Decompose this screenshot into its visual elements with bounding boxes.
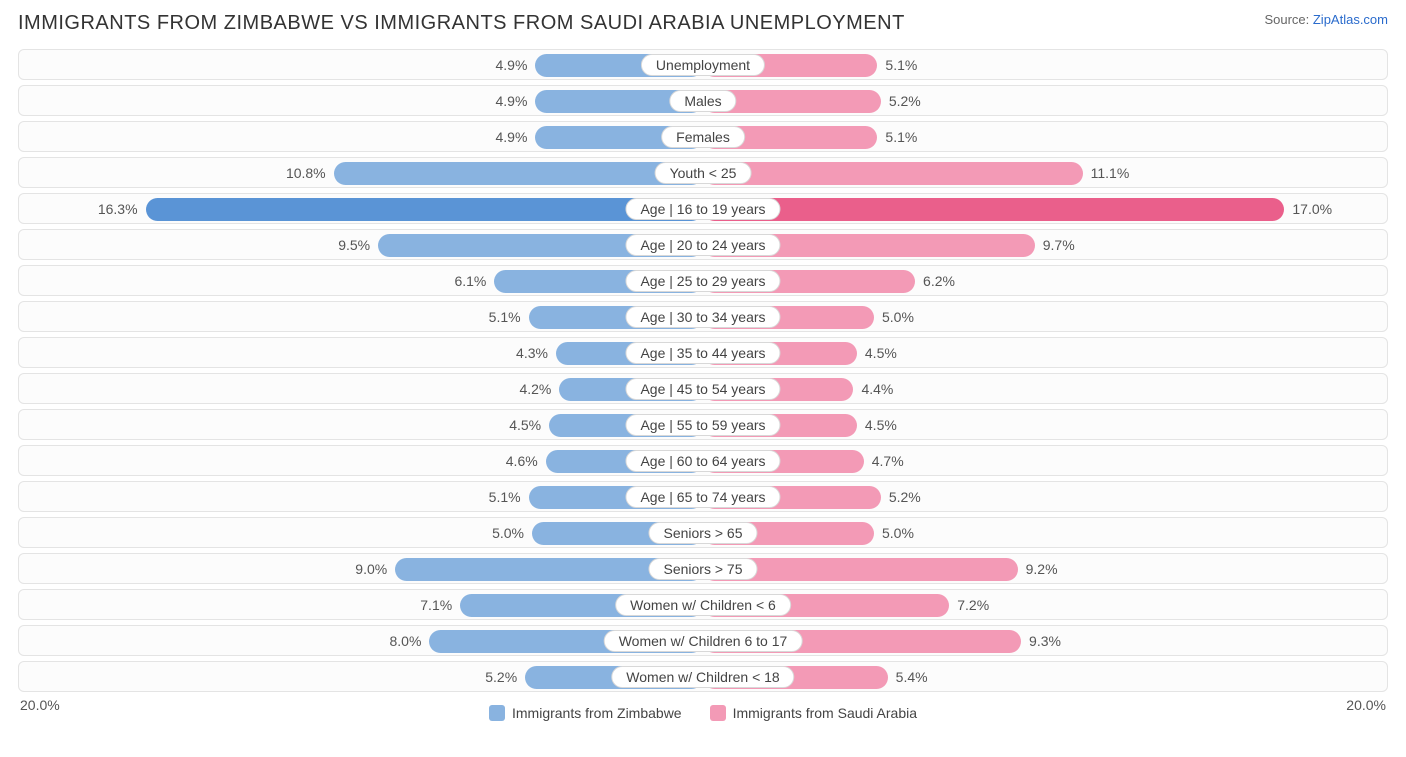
source-prefix: Source: — [1264, 12, 1312, 27]
value-left: 4.9% — [496, 86, 528, 115]
chart-footer: 20.0% 20.0% Immigrants from Zimbabwe Imm… — [18, 697, 1388, 713]
category-label: Females — [661, 126, 745, 148]
value-right: 9.7% — [1043, 230, 1075, 259]
value-right: 5.1% — [885, 122, 917, 151]
value-left: 8.0% — [389, 626, 421, 655]
value-right: 4.5% — [865, 410, 897, 439]
value-right: 6.2% — [923, 266, 955, 295]
chart-row: 5.0% 5.0% Seniors > 65 — [18, 517, 1388, 548]
value-right: 5.4% — [896, 662, 928, 691]
value-left: 16.3% — [98, 194, 138, 223]
value-left: 4.9% — [496, 122, 528, 151]
bar-right — [703, 162, 1083, 185]
category-label: Age | 30 to 34 years — [625, 306, 780, 328]
value-right: 5.0% — [882, 302, 914, 331]
bar-left — [146, 198, 703, 221]
source-attribution: Source: ZipAtlas.com — [1264, 12, 1388, 27]
category-label: Age | 60 to 64 years — [625, 450, 780, 472]
value-right: 5.0% — [882, 518, 914, 547]
value-left: 5.0% — [492, 518, 524, 547]
chart-row: 4.3% 4.5% Age | 35 to 44 years — [18, 337, 1388, 368]
category-label: Age | 20 to 24 years — [625, 234, 780, 256]
value-left: 4.9% — [496, 50, 528, 79]
chart-row: 5.2% 5.4% Women w/ Children < 18 — [18, 661, 1388, 692]
category-label: Age | 16 to 19 years — [625, 198, 780, 220]
chart-row: 9.0% 9.2% Seniors > 75 — [18, 553, 1388, 584]
category-label: Women w/ Children 6 to 17 — [604, 630, 803, 652]
chart-row: 4.9% 5.1% Females — [18, 121, 1388, 152]
value-left: 9.5% — [338, 230, 370, 259]
category-label: Seniors > 65 — [649, 522, 758, 544]
chart-row: 4.6% 4.7% Age | 60 to 64 years — [18, 445, 1388, 476]
bar-left — [334, 162, 703, 185]
source-link[interactable]: ZipAtlas.com — [1313, 12, 1388, 27]
value-left: 7.1% — [420, 590, 452, 619]
category-label: Age | 25 to 29 years — [625, 270, 780, 292]
chart-row: 4.5% 4.5% Age | 55 to 59 years — [18, 409, 1388, 440]
legend-label-left: Immigrants from Zimbabwe — [512, 705, 682, 721]
value-left: 4.6% — [506, 446, 538, 475]
value-left: 9.0% — [355, 554, 387, 583]
chart-header: IMMIGRANTS FROM ZIMBABWE VS IMMIGRANTS F… — [18, 12, 1388, 35]
value-right: 5.2% — [889, 482, 921, 511]
chart-row: 4.9% 5.1% Unemployment — [18, 49, 1388, 80]
value-left: 6.1% — [454, 266, 486, 295]
chart-row: 5.1% 5.0% Age | 30 to 34 years — [18, 301, 1388, 332]
chart-row: 10.8% 11.1% Youth < 25 — [18, 157, 1388, 188]
category-label: Unemployment — [641, 54, 765, 76]
value-right: 4.5% — [865, 338, 897, 367]
value-left: 4.3% — [516, 338, 548, 367]
chart-row: 4.9% 5.2% Males — [18, 85, 1388, 116]
legend-item-left: Immigrants from Zimbabwe — [489, 705, 682, 721]
value-right: 7.2% — [957, 590, 989, 619]
category-label: Youth < 25 — [655, 162, 752, 184]
diverging-bar-chart: 4.9% 5.1% Unemployment 4.9% 5.2% Males 4.9% 5.1… — [18, 49, 1388, 692]
value-left: 4.5% — [509, 410, 541, 439]
value-left: 10.8% — [286, 158, 326, 187]
category-label: Women w/ Children < 18 — [611, 666, 794, 688]
bar-right — [703, 198, 1284, 221]
chart-row: 7.1% 7.2% Women w/ Children < 6 — [18, 589, 1388, 620]
legend: Immigrants from Zimbabwe Immigrants from… — [18, 705, 1388, 721]
value-right: 5.2% — [889, 86, 921, 115]
value-left: 5.1% — [489, 482, 521, 511]
category-label: Age | 35 to 44 years — [625, 342, 780, 364]
category-label: Age | 65 to 74 years — [625, 486, 780, 508]
chart-row: 5.1% 5.2% Age | 65 to 74 years — [18, 481, 1388, 512]
category-label: Age | 45 to 54 years — [625, 378, 780, 400]
value-left: 4.2% — [519, 374, 551, 403]
legend-item-right: Immigrants from Saudi Arabia — [710, 705, 917, 721]
chart-title: IMMIGRANTS FROM ZIMBABWE VS IMMIGRANTS F… — [18, 12, 905, 35]
chart-row: 16.3% 17.0% Age | 16 to 19 years — [18, 193, 1388, 224]
value-right: 11.1% — [1091, 158, 1130, 187]
value-right: 4.7% — [872, 446, 904, 475]
category-label: Age | 55 to 59 years — [625, 414, 780, 436]
legend-swatch-right — [710, 705, 726, 721]
value-right: 5.1% — [885, 50, 917, 79]
chart-row: 9.5% 9.7% Age | 20 to 24 years — [18, 229, 1388, 260]
chart-row: 6.1% 6.2% Age | 25 to 29 years — [18, 265, 1388, 296]
value-left: 5.1% — [489, 302, 521, 331]
chart-row: 8.0% 9.3% Women w/ Children 6 to 17 — [18, 625, 1388, 656]
category-label: Males — [669, 90, 736, 112]
category-label: Seniors > 75 — [649, 558, 758, 580]
value-right: 4.4% — [861, 374, 893, 403]
value-left: 5.2% — [485, 662, 517, 691]
category-label: Women w/ Children < 6 — [615, 594, 791, 616]
chart-row: 4.2% 4.4% Age | 45 to 54 years — [18, 373, 1388, 404]
value-right: 17.0% — [1292, 194, 1332, 223]
value-right: 9.2% — [1026, 554, 1058, 583]
value-right: 9.3% — [1029, 626, 1061, 655]
legend-label-right: Immigrants from Saudi Arabia — [733, 705, 917, 721]
legend-swatch-left — [489, 705, 505, 721]
